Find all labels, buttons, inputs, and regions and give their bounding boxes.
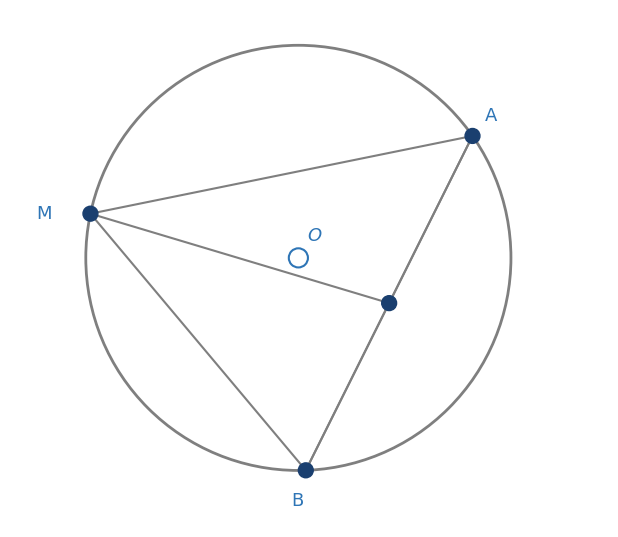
Text: M: M bbox=[36, 205, 52, 223]
Text: O: O bbox=[307, 227, 321, 245]
Text: A: A bbox=[485, 107, 497, 125]
Circle shape bbox=[83, 206, 98, 221]
Circle shape bbox=[382, 296, 397, 310]
Circle shape bbox=[465, 128, 480, 143]
Circle shape bbox=[298, 463, 313, 478]
Text: B: B bbox=[291, 491, 303, 510]
